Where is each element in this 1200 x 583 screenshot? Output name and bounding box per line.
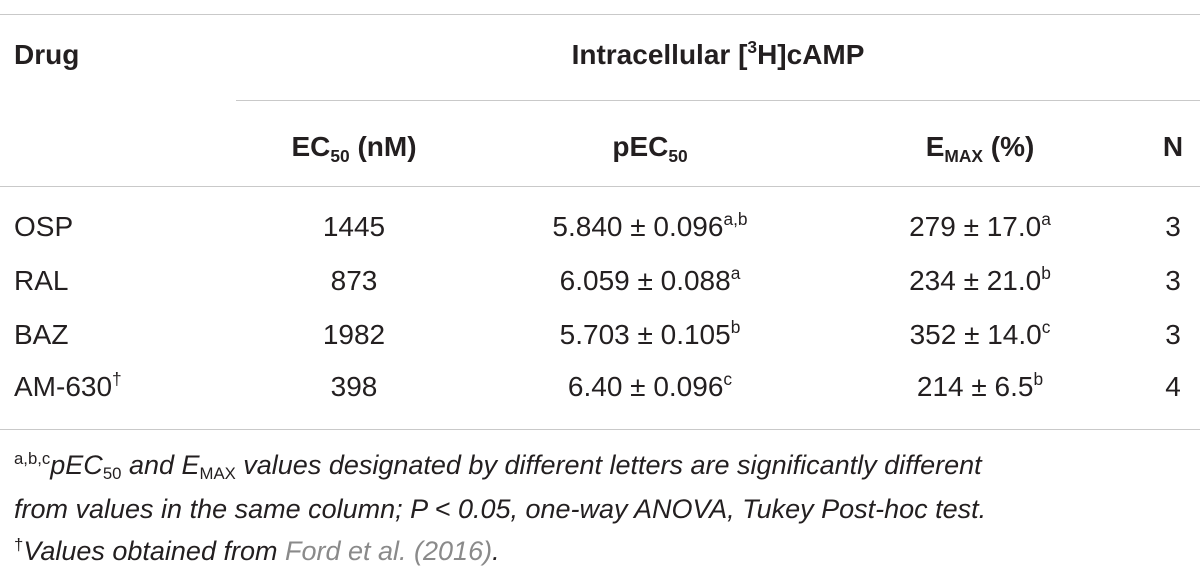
cell-n: 4	[1165, 371, 1181, 402]
group-underline	[236, 100, 1200, 101]
cell-n: 3	[1165, 265, 1181, 296]
cell-ec50: 398	[330, 371, 378, 402]
cell-emax: 279 ± 17.0a	[909, 209, 1051, 242]
body-bottom-rule	[0, 429, 1200, 430]
cell-ec50: 873	[330, 265, 378, 296]
footnote-source: †Values obtained from Ford et al. (2016)…	[14, 534, 500, 566]
citation-link[interactable]: Ford et al. (2016)	[284, 536, 493, 566]
cell-n: 3	[1165, 319, 1181, 350]
header-n: N	[1162, 131, 1184, 162]
header-rule	[0, 186, 1200, 187]
cell-drug: AM-630†	[14, 369, 122, 402]
header-drug: Drug	[14, 39, 80, 70]
cell-ec50: 1982	[322, 319, 386, 350]
cell-drug: BAZ	[14, 319, 69, 350]
footnote-significance: a,b,cpEC50 and EMAX values designated by…	[14, 448, 982, 484]
cell-pec50: 6.40 ± 0.096c	[567, 369, 733, 402]
cell-ec50: 1445	[322, 211, 386, 242]
cell-pec50: 5.703 ± 0.105b	[559, 317, 741, 350]
cell-pec50: 5.840 ± 0.096a,b	[552, 209, 748, 242]
footnote-statistics: from values in the same column; P < 0.05…	[14, 494, 987, 524]
header-intracellular-camp: Intracellular [3H]cAMP	[571, 37, 865, 70]
header-pec50: pEC50	[612, 131, 688, 166]
header-emax: EMAX (%)	[925, 131, 1035, 166]
cell-drug: OSP	[14, 211, 74, 242]
top-rule	[0, 14, 1200, 15]
cell-emax: 234 ± 21.0b	[909, 263, 1051, 296]
cell-emax: 214 ± 6.5b	[916, 369, 1044, 402]
cell-drug: RAL	[14, 265, 69, 296]
header-ec50: EC50 (nM)	[291, 131, 417, 166]
cell-pec50: 6.059 ± 0.088a	[559, 263, 741, 296]
cell-n: 3	[1165, 211, 1181, 242]
cell-emax: 352 ± 14.0c	[909, 317, 1051, 350]
